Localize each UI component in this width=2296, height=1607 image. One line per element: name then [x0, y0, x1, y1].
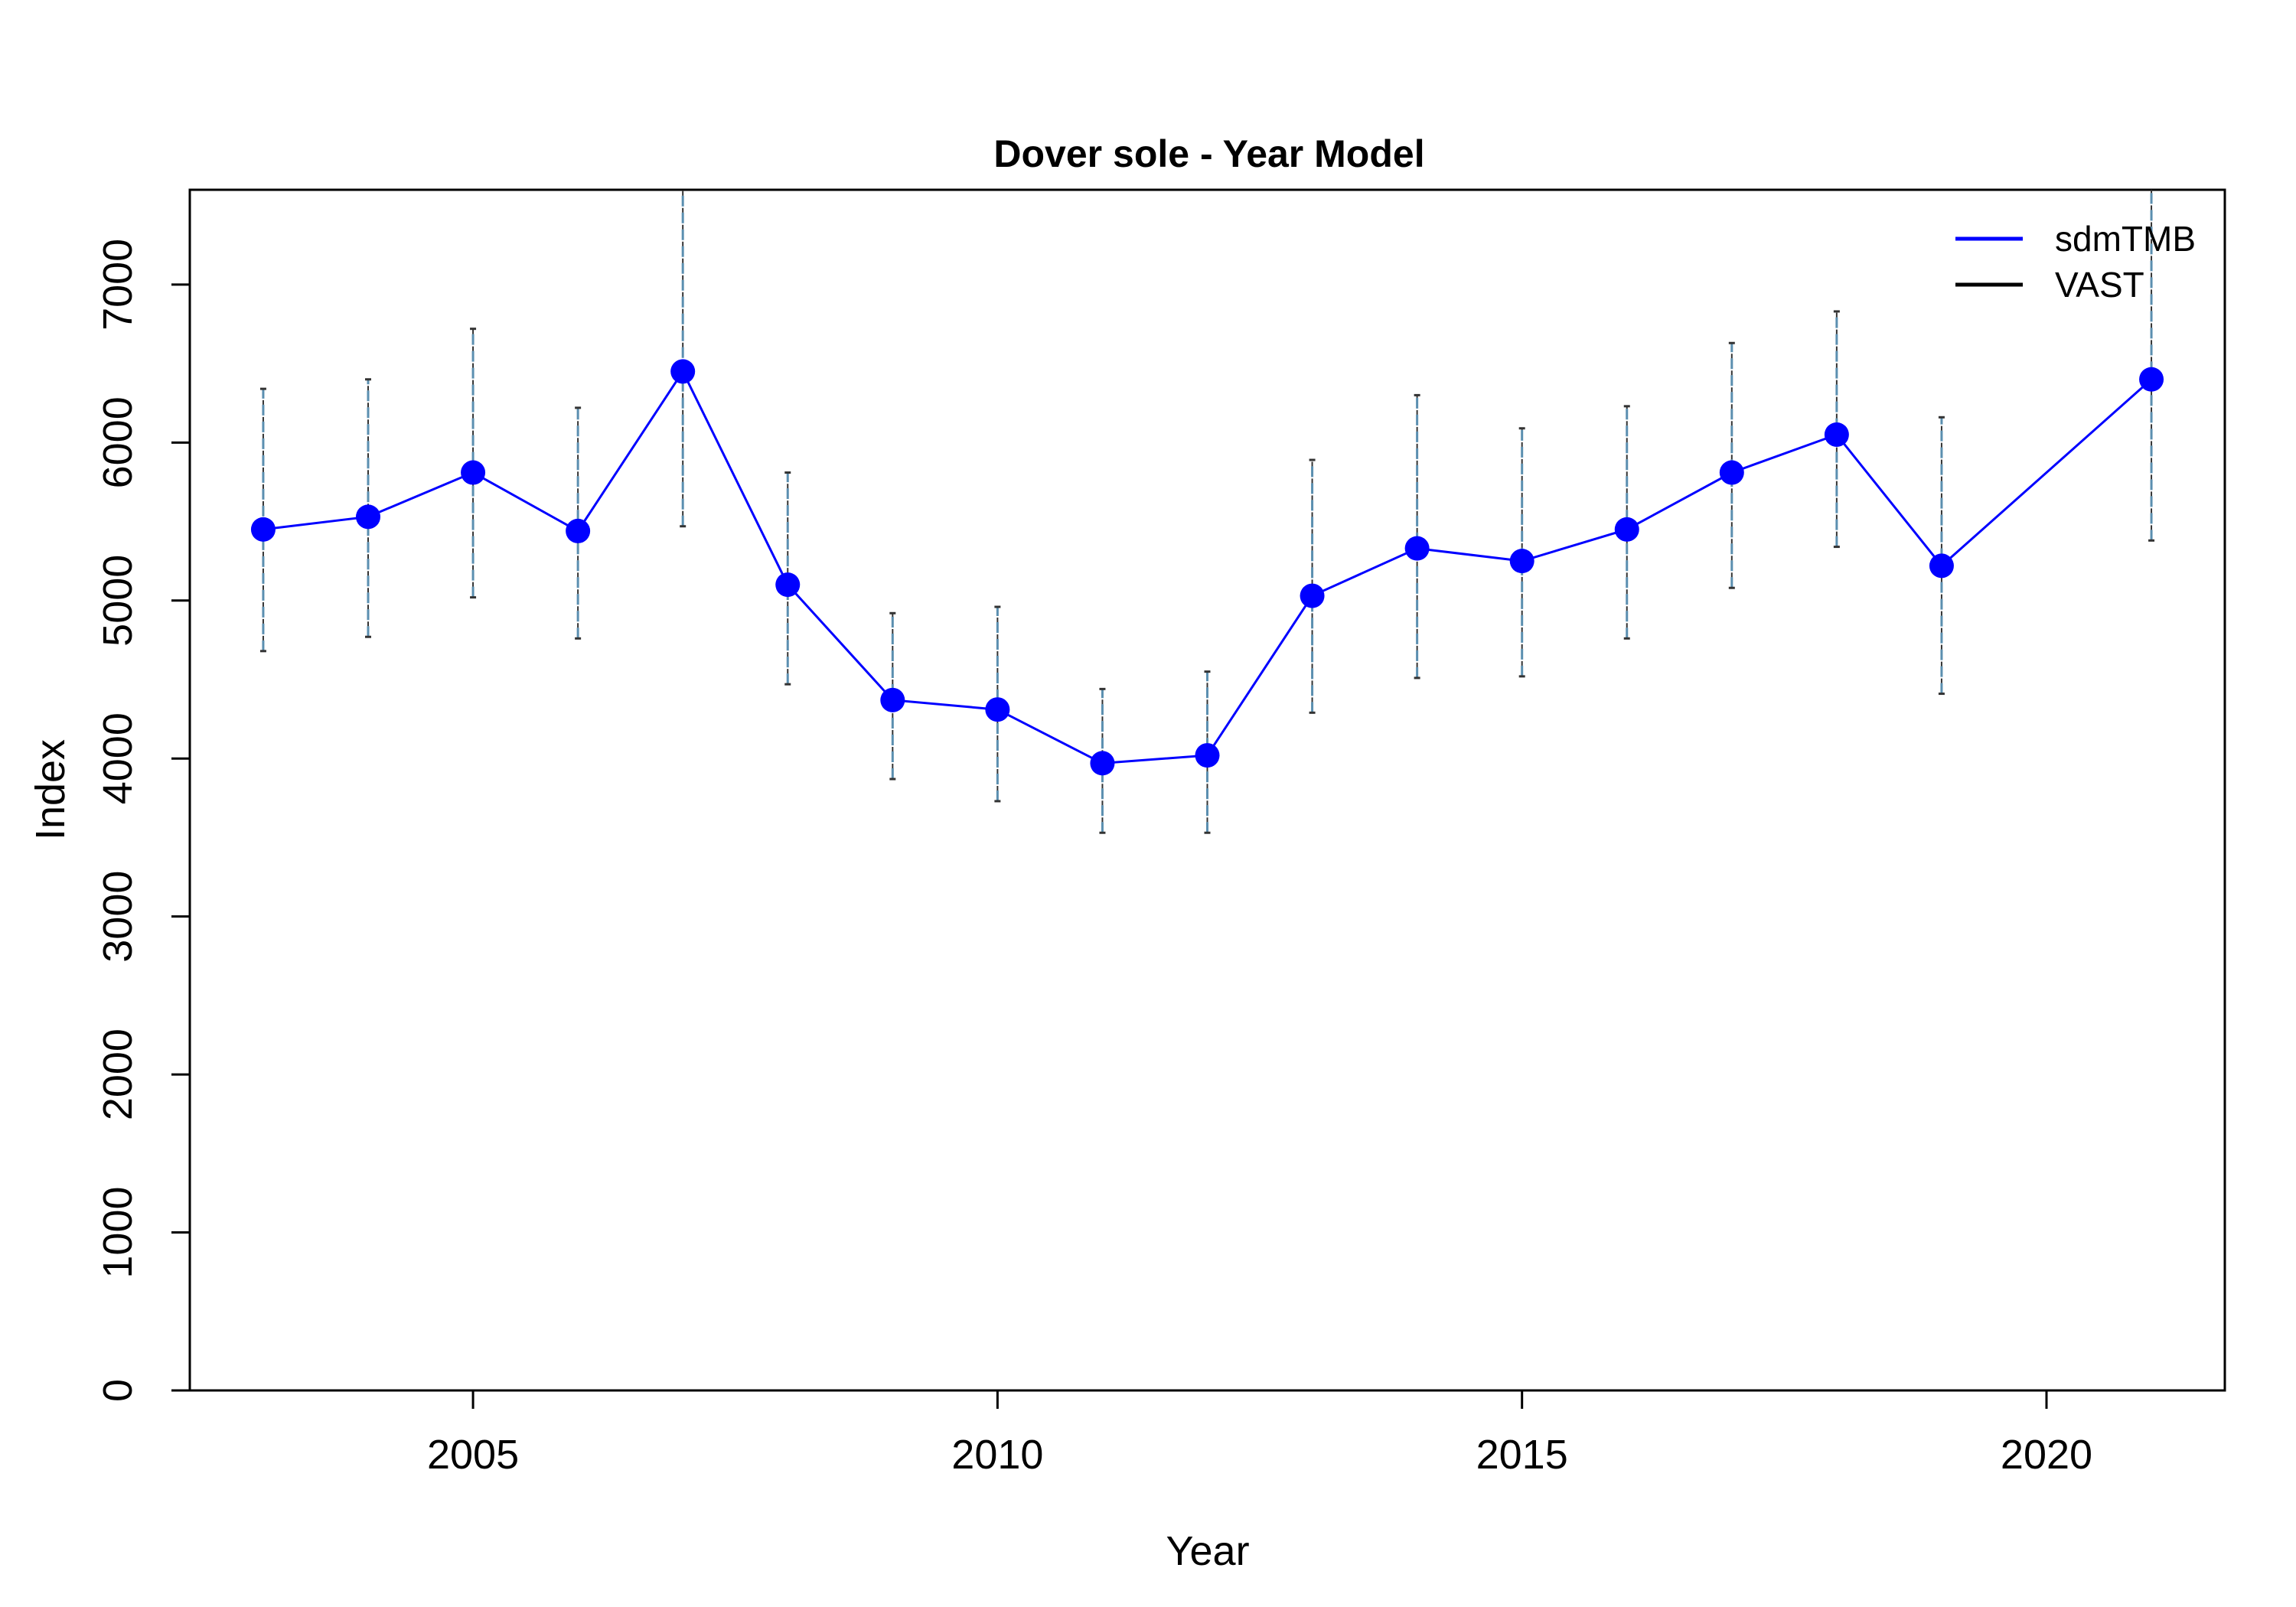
data-point — [1824, 422, 1849, 447]
legend-label-vast: VAST — [2055, 265, 2144, 305]
data-point — [985, 697, 1010, 722]
y-tick-label: 1000 — [95, 1186, 141, 1278]
y-tick-label: 4000 — [95, 712, 141, 804]
x-tick-label: 2020 — [2001, 1432, 2092, 1478]
series-layer — [250, 359, 2164, 776]
chart-title: Dover sole - Year Model — [993, 132, 1424, 175]
data-point — [670, 359, 696, 384]
y-tick-label: 3000 — [95, 871, 141, 963]
x-axis: 2005 2010 2015 2020 — [427, 1389, 2092, 1478]
data-point — [2139, 367, 2164, 392]
data-point — [1614, 517, 1639, 542]
x-tick-label: 2010 — [951, 1432, 1043, 1478]
y-axis: 0 1000 2000 3000 4000 5000 6000 7000 — [95, 239, 191, 1402]
y-tick-label: 7000 — [95, 239, 141, 331]
y-tick-label: 5000 — [95, 555, 141, 647]
data-point — [880, 687, 905, 712]
data-point — [775, 572, 801, 598]
data-point — [356, 504, 381, 530]
data-point — [1195, 743, 1220, 768]
x-tick-label: 2005 — [427, 1432, 519, 1478]
x-axis-label: Year — [1166, 1528, 1249, 1574]
data-point — [1404, 536, 1430, 561]
data-point — [250, 517, 276, 542]
data-point — [1509, 549, 1534, 574]
y-tick-label: 6000 — [95, 396, 141, 488]
data-point — [1719, 460, 1744, 485]
y-tick-label: 2000 — [95, 1028, 141, 1120]
y-tick-label: 0 — [95, 1379, 141, 1402]
data-point — [1929, 553, 1954, 579]
data-point — [1090, 751, 1115, 776]
legend: sdmTMB VAST — [1955, 219, 2196, 305]
series-line-sdmtmb — [263, 369, 2153, 764]
data-point — [566, 518, 591, 543]
y-axis-label: Index — [28, 739, 73, 840]
x-tick-label: 2015 — [1476, 1432, 1568, 1478]
legend-label-sdmtmb: sdmTMB — [2055, 219, 2196, 259]
data-point — [461, 460, 486, 485]
data-point — [1300, 583, 1325, 608]
